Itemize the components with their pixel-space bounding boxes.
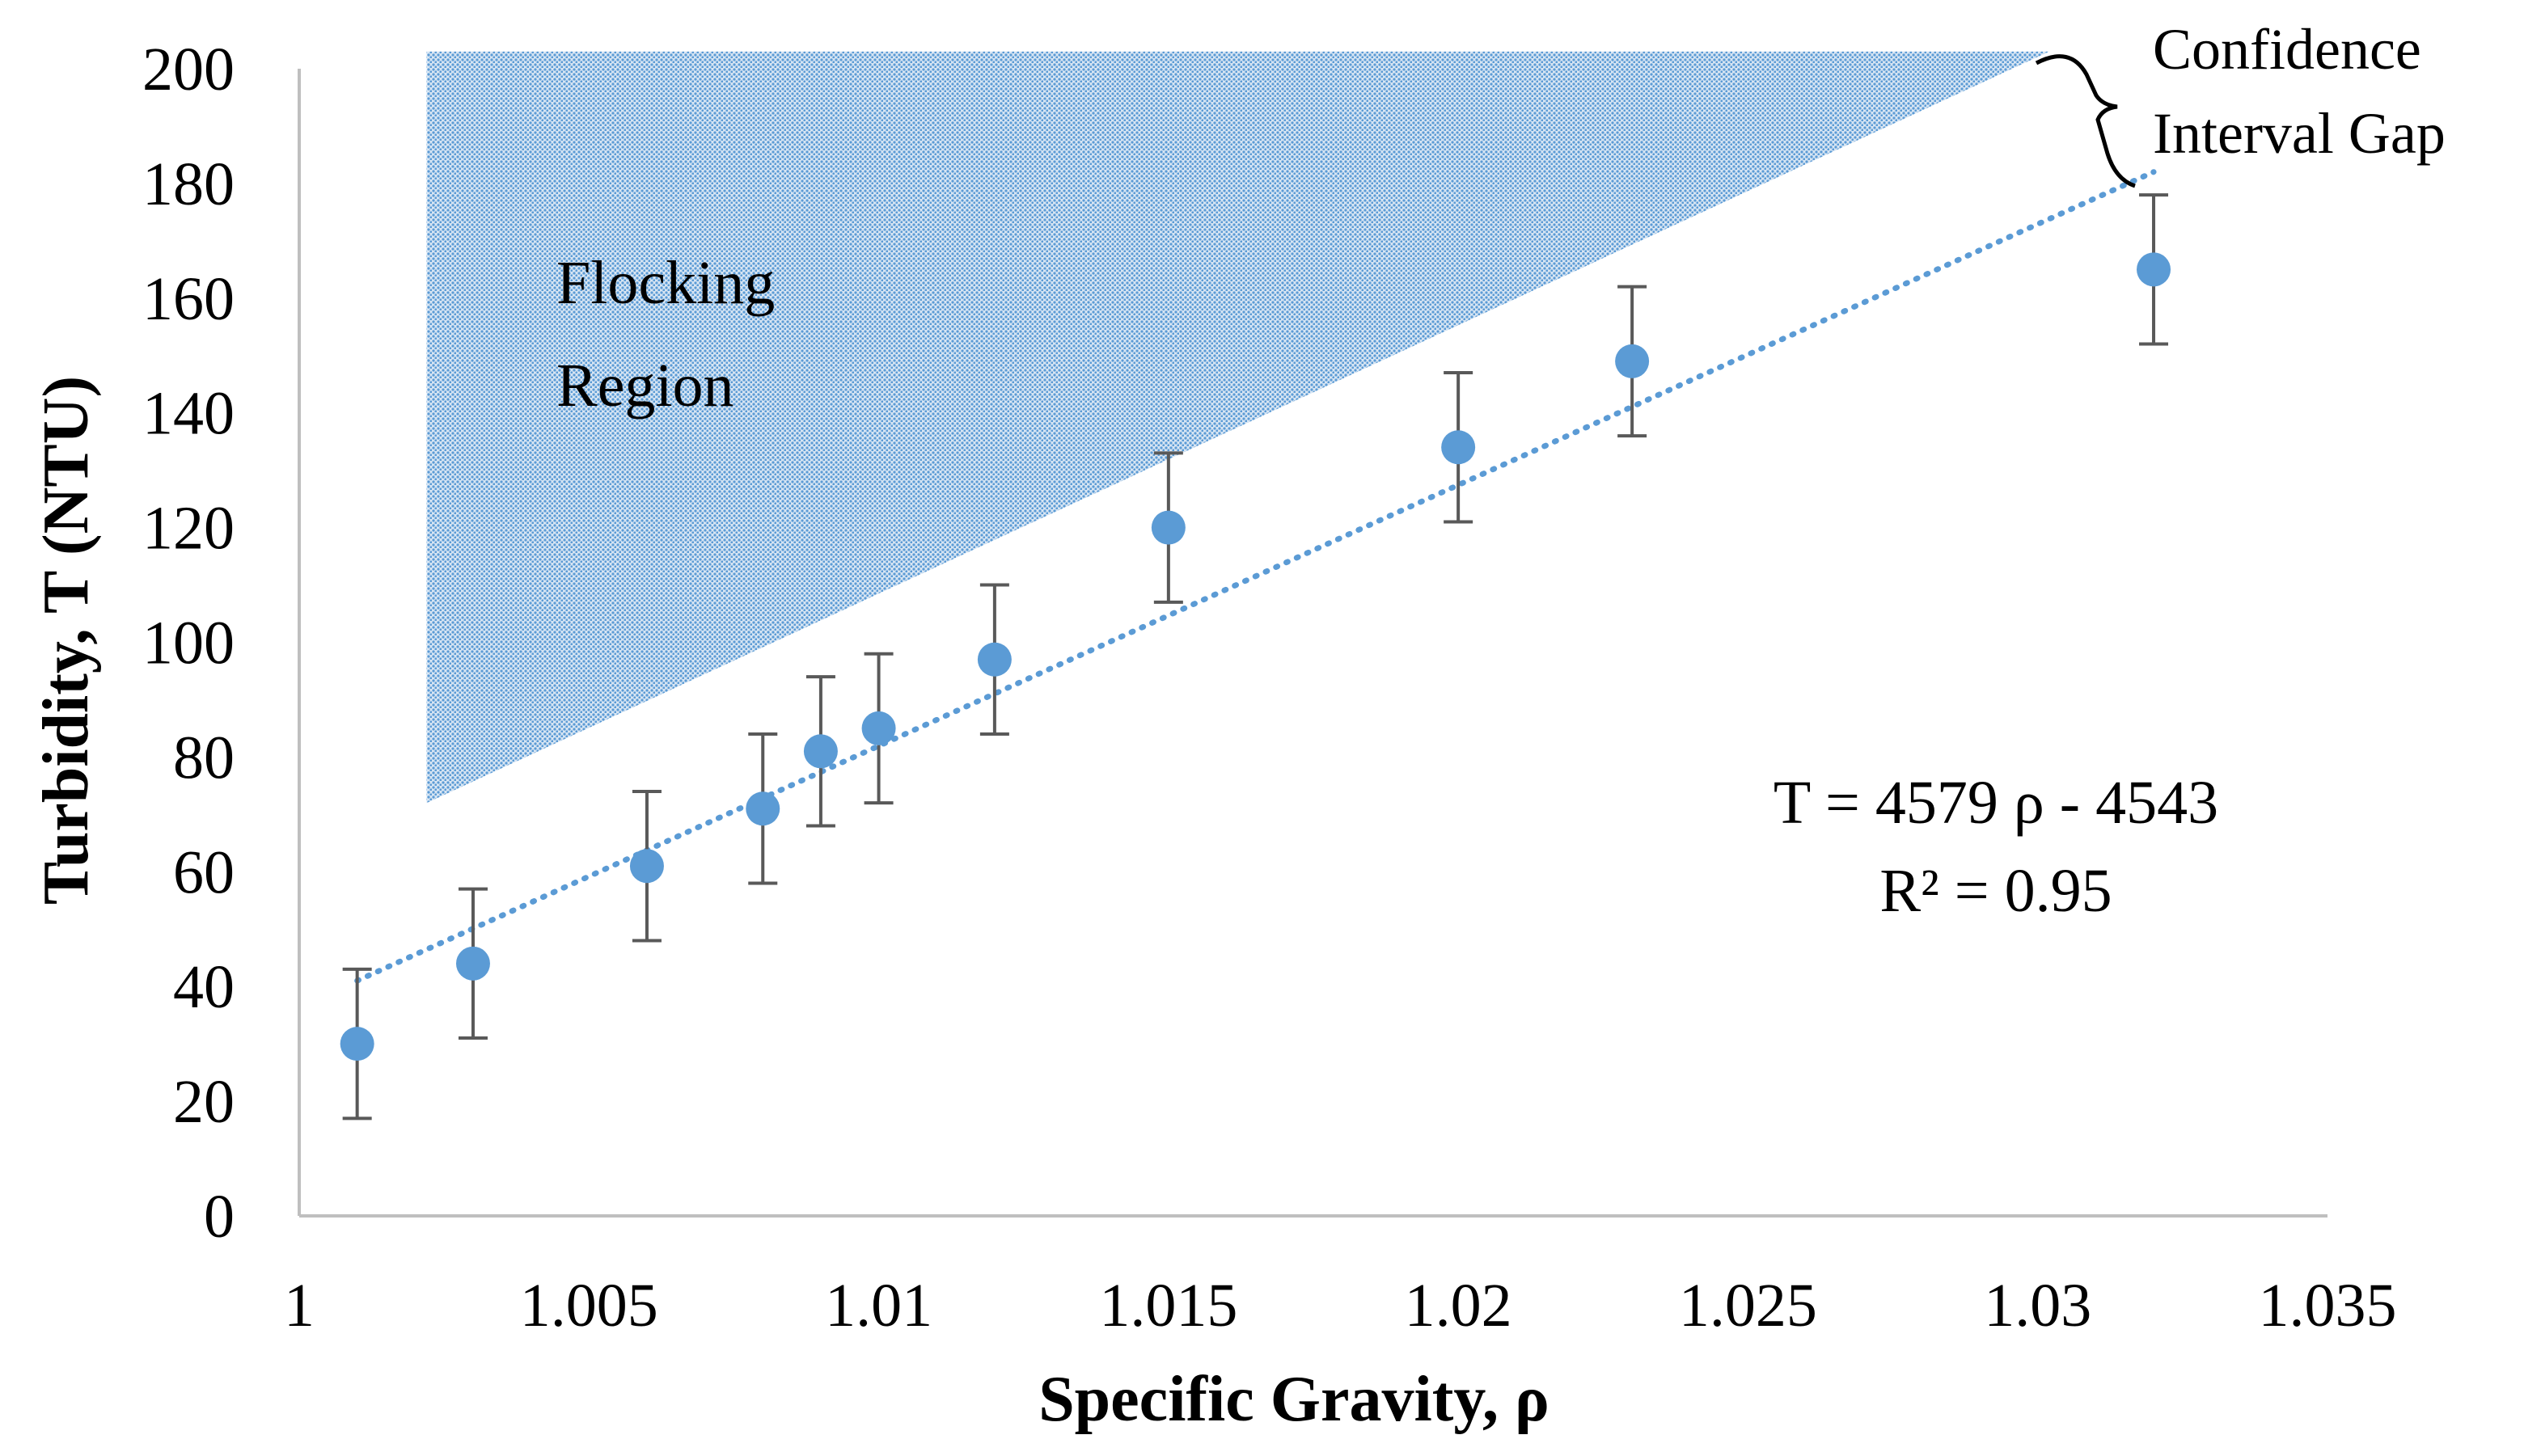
flocking-region — [426, 51, 2049, 804]
data-point — [340, 1027, 374, 1061]
x-axis-title: Specific Gravity, ρ — [1038, 1364, 1549, 1435]
x-tick-label: 1.01 — [825, 1272, 932, 1340]
y-tick-label: 20 — [173, 1068, 235, 1136]
x-tick-label: 1.035 — [2259, 1272, 2397, 1340]
y-tick-label: 120 — [142, 495, 235, 563]
y-axis-title: Turbidity, T (NTU) — [31, 376, 102, 905]
y-tick-label: 180 — [142, 150, 235, 218]
data-points — [340, 252, 2171, 1061]
r-squared-label: R² = 0.95 — [1879, 857, 2112, 925]
confidence-gap-brace — [2035, 54, 2136, 188]
x-tick-label: 1.015 — [1099, 1272, 1237, 1340]
data-point — [803, 734, 838, 769]
data-point — [1615, 344, 1650, 378]
y-tick-label: 80 — [173, 724, 235, 791]
data-point — [746, 791, 780, 826]
y-tick-label: 160 — [142, 265, 235, 333]
confidence-gap-label-line2: Interval Gap — [2153, 101, 2446, 166]
y-tick-label: 140 — [142, 380, 235, 448]
x-tick-label: 1 — [284, 1272, 315, 1340]
x-tick-label: 1.03 — [1984, 1272, 2091, 1340]
x-tick-label: 1.005 — [520, 1272, 658, 1340]
trendline-layer — [354, 169, 2157, 984]
data-point — [1441, 430, 1476, 465]
flocking-region-label-line1: Flocking — [556, 249, 775, 317]
trendline — [354, 169, 2157, 984]
data-point — [2137, 252, 2171, 287]
x-tick-label: 1.025 — [1679, 1272, 1817, 1340]
data-point — [455, 946, 490, 981]
confidence-gap-label-line1: Confidence — [2153, 17, 2421, 82]
y-tick-labels: 0 20 40 60 80 100 120 140 160 180 200 — [142, 36, 235, 1251]
x-tick-label: 1.02 — [1405, 1272, 1512, 1340]
y-tick-label: 60 — [173, 838, 235, 906]
flocking-region-layer — [426, 51, 2049, 804]
y-tick-label: 100 — [142, 610, 235, 677]
flocking-region-label-line2: Region — [556, 352, 734, 420]
x-tick-labels: 1 1.005 1.01 1.015 1.02 1.025 1.03 1.035 — [284, 1272, 2397, 1340]
data-point — [861, 711, 896, 745]
data-point — [629, 849, 664, 884]
y-tick-label: 0 — [204, 1183, 235, 1251]
trendline-equation: T = 4579 ρ - 4543 — [1774, 769, 2218, 837]
data-point — [1151, 510, 1186, 545]
y-tick-label: 40 — [173, 953, 235, 1021]
y-tick-label: 200 — [142, 36, 235, 103]
data-point — [977, 642, 1012, 677]
